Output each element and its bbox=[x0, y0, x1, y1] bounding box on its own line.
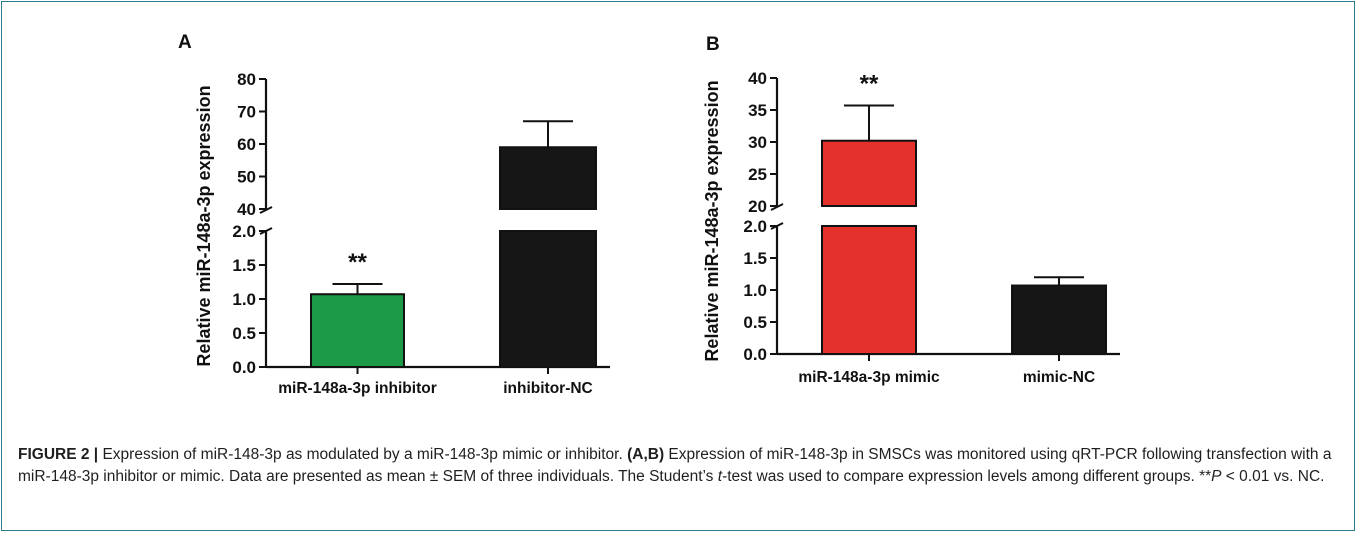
y-tick-label: 0.5 bbox=[232, 324, 256, 343]
bar-group: mimic-NC bbox=[1011, 276, 1107, 386]
y-tick-label: 30 bbox=[748, 133, 767, 152]
y-axis-label: Relative miR-148a-3p expression bbox=[702, 80, 722, 361]
y-tick-label: 1.0 bbox=[232, 290, 256, 309]
bar-upper-segment bbox=[499, 146, 597, 210]
bar bbox=[1011, 284, 1107, 355]
bar bbox=[310, 293, 405, 368]
figure-2-charts: A Relative miR-148a-3p expression 0.0 0.5 1.… bbox=[178, 32, 1120, 397]
caption-text-2: Expression of miR-148-3p in SMSCs was mo… bbox=[18, 446, 1332, 485]
y-tick-label: 80 bbox=[237, 70, 256, 89]
y-tick-label: 0.5 bbox=[743, 313, 767, 332]
caption-text-4: < 0.01 vs. NC. bbox=[1221, 467, 1325, 485]
x-tick-label: inhibitor-NC bbox=[503, 380, 593, 397]
y-tick-label: 40 bbox=[237, 200, 256, 219]
caption-p: P bbox=[1211, 467, 1222, 485]
panel-label: B bbox=[706, 34, 720, 55]
chart-panel-b: B Relative miR-148a-3p expression 0.0 0.5 1.… bbox=[702, 34, 1120, 386]
y-tick-label: 40 bbox=[748, 69, 767, 88]
y-tick-label: 25 bbox=[748, 165, 767, 184]
chart-panel-a: A Relative miR-148a-3p expression 0.0 0.5 1.… bbox=[178, 32, 610, 397]
caption-text-3: -test was used to compare expression lev… bbox=[722, 467, 1212, 485]
y-tick-label: 70 bbox=[237, 103, 256, 122]
y-tick-label: 2.0 bbox=[232, 222, 256, 241]
y-tick-label: 0.0 bbox=[743, 345, 767, 364]
y-tick-label: 1.5 bbox=[743, 249, 767, 268]
caption-t: t bbox=[717, 467, 723, 485]
y-tick-label: 20 bbox=[748, 197, 767, 216]
caption-label: FIGURE 2 | bbox=[18, 446, 99, 463]
x-tick-label: miR-148a-3p inhibitor bbox=[278, 380, 436, 397]
bar-lower-segment bbox=[821, 225, 917, 355]
caption-panels: (A,B) bbox=[627, 446, 665, 463]
bar-group: ** miR-148a-3p mimic bbox=[798, 71, 940, 386]
y-tick-label: 50 bbox=[237, 168, 256, 187]
y-tick-label: 0.0 bbox=[232, 358, 256, 377]
y-tick-label: 1.5 bbox=[232, 256, 256, 275]
y-tick-label: 1.0 bbox=[743, 281, 767, 300]
x-tick-label: miR-148a-3p mimic bbox=[798, 369, 940, 386]
significance-marker: ** bbox=[860, 71, 879, 98]
significance-marker: ** bbox=[348, 249, 367, 276]
bar-lower-segment bbox=[499, 230, 597, 368]
bar-upper-segment bbox=[821, 139, 917, 207]
bar-group: ** miR-148a-3p inhibitor bbox=[278, 249, 436, 397]
y-tick-label: 2.0 bbox=[743, 217, 767, 236]
x-tick-label: mimic-NC bbox=[1023, 369, 1095, 386]
y-tick-label: 35 bbox=[748, 101, 767, 120]
bar-group: inhibitor-NC bbox=[499, 120, 597, 397]
y-axis-label: Relative miR-148a-3p expression bbox=[194, 85, 214, 366]
panel-label: A bbox=[178, 32, 192, 53]
y-tick-label: 60 bbox=[237, 135, 256, 154]
figure-caption: FIGURE 2 | Expression of miR-148-3p as m… bbox=[18, 444, 1340, 487]
caption-text-1: Expression of miR-148-3p as modulated by… bbox=[98, 446, 628, 463]
